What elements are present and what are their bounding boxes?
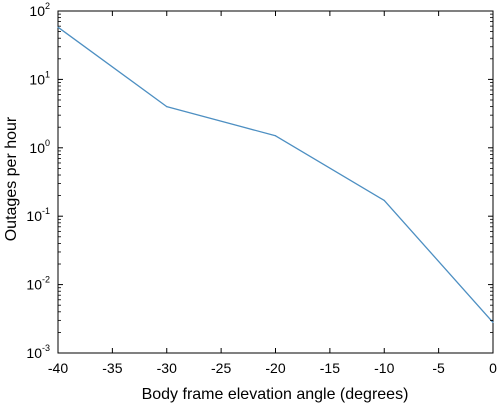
x-tick-label: -10	[374, 360, 394, 376]
data-point	[57, 26, 59, 28]
data-point	[383, 199, 385, 202]
y-tick-label: 10-1	[26, 206, 50, 224]
x-tick-label: -20	[265, 360, 285, 376]
data-point	[492, 321, 494, 324]
x-tick-label: -35	[102, 360, 122, 376]
y-tick-label: 10-2	[26, 275, 50, 293]
x-tick-label: -15	[320, 360, 340, 376]
series-layer	[57, 26, 494, 324]
x-tick-label: -40	[48, 360, 68, 376]
x-tick-label: -5	[432, 360, 445, 376]
x-tick-label: -30	[157, 360, 177, 376]
y-axis-label: Outages per hour	[3, 116, 20, 241]
y-tick-label: 101	[29, 69, 50, 87]
y-tick-label: 102	[29, 1, 50, 19]
x-axis-label: Body frame elevation angle (degrees)	[142, 386, 409, 403]
y-tick-label: 100	[29, 138, 50, 156]
plot-border	[57, 10, 494, 354]
plot-frame	[57, 10, 494, 354]
data-point	[166, 106, 168, 108]
y-tick-label: 10-3	[26, 343, 50, 361]
data-point	[274, 135, 277, 137]
series-line-0	[57, 26, 494, 323]
x-tick-label: -25	[211, 360, 231, 376]
ticks-layer: -40 -35 -30 -25 -20 -15 -10 -5 0 10-3 10-2 10-1 100 1…	[26, 1, 497, 376]
x-tick-label: 0	[489, 360, 497, 376]
